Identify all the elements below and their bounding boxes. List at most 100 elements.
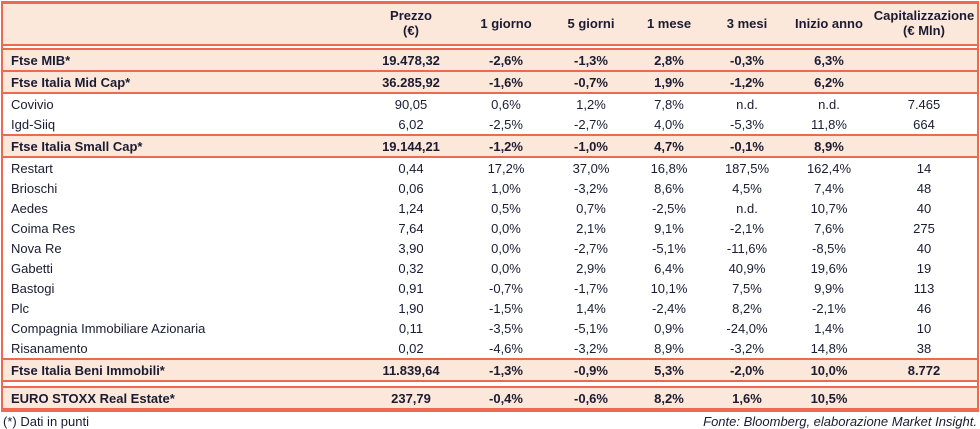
cell-1-giorno: 17,2% [487, 160, 525, 176]
cell-1-mese: 8,2% [654, 390, 684, 406]
table-row: Ftse Italia Small Cap* 19.144,21 -1,2% -… [3, 136, 977, 156]
cell-5-giorni: -1,3% [574, 52, 608, 68]
cell-inizio-anno: -2,1% [812, 300, 846, 316]
cell-5-giorni: -3,2% [574, 180, 608, 196]
cell-prezzo: 11.839,64 [382, 362, 440, 378]
cell-name: Gabetti [11, 260, 53, 276]
table-row: Igd-Siiq 6,02 -2,5% -2,7% 4,0% -5,3% 11,… [3, 114, 977, 134]
table-body: Ftse MIB* 19.478,32 -2,6% -1,3% 2,8% -0,… [3, 44, 977, 408]
cell-1-mese: 1,9% [654, 74, 684, 90]
cell-5-giorni: 0,7% [576, 200, 606, 216]
cell-1-giorno: -2,6% [489, 52, 523, 68]
cell-inizio-anno: 7,4% [814, 180, 844, 196]
cell-5-giorni: -3,2% [574, 340, 608, 356]
cell-prezzo: 1,90 [398, 300, 424, 316]
source-note: Fonte: Bloomberg, elaborazione Market In… [703, 414, 977, 429]
cell-prezzo: 0,91 [398, 280, 424, 296]
cell-3-mesi: n.d. [736, 96, 758, 112]
cell-inizio-anno: 1,4% [814, 320, 844, 336]
cell-3-mesi: -2,1% [730, 220, 764, 236]
cell-1-giorno: -4,6% [489, 340, 523, 356]
cell-3-mesi: 40,9% [728, 260, 766, 276]
table-row: Gabetti 0,32 0,0% 2,9% 6,4% 40,9% 19,6% … [3, 258, 977, 278]
row-divider [3, 134, 977, 136]
row-divider [3, 156, 977, 158]
header-cell-1-mese: 1 mese [631, 4, 707, 44]
cell-5-giorni: -5,1% [574, 320, 608, 336]
cell-1-giorno: 0,0% [491, 240, 521, 256]
header-cell-3-mesi: 3 mesi [707, 4, 787, 44]
cell-name: Igd-Siiq [11, 116, 56, 132]
cell-5-giorni: -1,0% [574, 138, 608, 154]
cell-5-giorni: -0,9% [574, 362, 608, 378]
cell-prezzo: 237,79 [391, 390, 431, 406]
cell-inizio-anno: 14,8% [810, 340, 848, 356]
cell-3-mesi: -1,2% [730, 74, 764, 90]
cell-inizio-anno: 19,6% [810, 260, 848, 276]
cell-1-giorno: -0,7% [489, 280, 523, 296]
cell-capitalizzazione: 664 [913, 116, 935, 132]
cell-1-mese: 2,8% [654, 52, 684, 68]
row-divider [3, 92, 977, 94]
cell-capitalizzazione: 40 [916, 200, 932, 216]
cell-inizio-anno: 8,9% [814, 138, 844, 154]
cell-3-mesi: 187,5% [724, 160, 770, 176]
cell-5-giorni: -0,6% [574, 390, 608, 406]
cell-1-giorno: -2,5% [489, 116, 523, 132]
cell-name: Nova Re [11, 240, 62, 256]
cell-capitalizzazione: 7.465 [907, 96, 941, 112]
cell-5-giorni: -0,7% [574, 74, 608, 90]
table-row: Nova Re 3,90 0,0% -2,7% -5,1% -11,6% -8,… [3, 238, 977, 258]
cell-1-mese: 10,1% [650, 280, 688, 296]
cell-5-giorni: 1,2% [576, 96, 606, 112]
cell-capitalizzazione: 40 [916, 240, 932, 256]
cell-1-mese: 8,9% [654, 340, 684, 356]
cell-3-mesi: 1,6% [732, 390, 762, 406]
footnote: (*) Dati in punti [3, 414, 89, 429]
cell-prezzo: 1,24 [398, 200, 424, 216]
cell-inizio-anno: 9,9% [814, 280, 844, 296]
cell-inizio-anno: 10,0% [810, 362, 848, 378]
table-row: Restart 0,44 17,2% 37,0% 16,8% 187,5% 16… [3, 158, 977, 178]
table-row: Covivio 90,05 0,6% 1,2% 7,8% n.d. n.d. 7… [3, 94, 977, 114]
cell-inizio-anno: 6,2% [814, 74, 844, 90]
table-top-border [3, 1, 977, 4]
cell-1-giorno: -1,6% [489, 74, 523, 90]
cell-5-giorni: 37,0% [572, 160, 610, 176]
cell-3-mesi: -3,2% [730, 340, 764, 356]
cell-5-giorni: -2,7% [574, 240, 608, 256]
table-row: Ftse Italia Mid Cap* 36.285,92 -1,6% -0,… [3, 72, 977, 92]
cell-capitalizzazione: 113 [913, 280, 935, 296]
cell-prezzo: 7,64 [398, 220, 424, 236]
cell-name: Ftse Italia Beni Immobili* [11, 362, 165, 378]
row-divider [3, 70, 977, 72]
table-row: Ftse MIB* 19.478,32 -2,6% -1,3% 2,8% -0,… [3, 50, 977, 70]
table-row: Bastogi 0,91 -0,7% -1,7% 10,1% 7,5% 9,9%… [3, 278, 977, 298]
cell-name: Risanamento [11, 340, 88, 356]
cell-name: Covivio [11, 96, 54, 112]
cell-name: EURO STOXX Real Estate* [11, 390, 175, 406]
cell-name: Ftse Italia Mid Cap* [11, 74, 131, 90]
header-label: 5 giorni [567, 15, 615, 31]
cell-capitalizzazione: 275 [913, 220, 935, 236]
cell-1-giorno: 0,0% [491, 220, 521, 236]
cell-inizio-anno: 11,8% [811, 116, 847, 132]
cell-3-mesi: 7,5% [732, 280, 762, 296]
header-label: 1 giorno [480, 15, 532, 31]
cell-3-mesi: -0,1% [730, 138, 764, 154]
cell-1-mese: -2,5% [652, 200, 686, 216]
table-row: Ftse Italia Beni Immobili* 11.839,64 -1,… [3, 360, 977, 380]
cell-capitalizzazione: 48 [916, 180, 932, 196]
header-cell-prezzo: Prezzo (€) [361, 4, 461, 44]
cell-prezzo: 0,11 [398, 320, 424, 336]
cell-1-giorno: -1,2% [489, 138, 523, 154]
table-row: Aedes 1,24 0,5% 0,7% -2,5% n.d. 10,7% 40 [3, 198, 977, 218]
market-table: Prezzo (€) 1 giorno 5 giorni 1 mese 3 me… [1, 1, 979, 412]
header-cell-capitalizzazione: Capitalizzazione (€ Mln) [871, 4, 977, 44]
cell-3-mesi: -11,6% [726, 240, 768, 256]
cell-inizio-anno: 10,5% [810, 390, 848, 406]
row-divider [3, 44, 977, 50]
table-row: EURO STOXX Real Estate* 237,79 -0,4% -0,… [3, 388, 977, 408]
cell-1-mese: 4,0% [654, 116, 684, 132]
header-label: Capitalizzazione [873, 8, 975, 24]
